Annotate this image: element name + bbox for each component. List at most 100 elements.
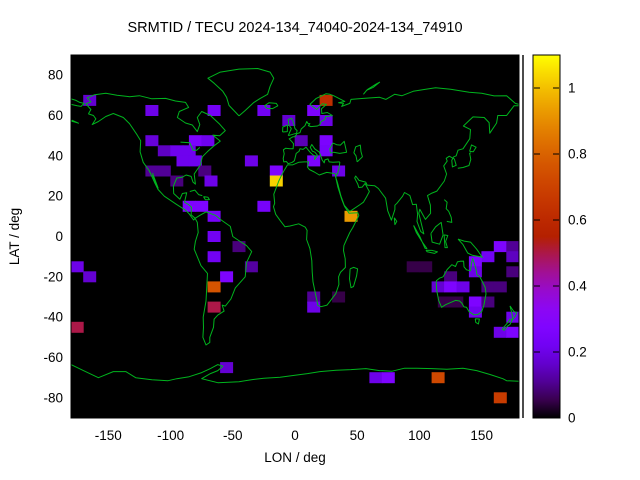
heat-cell	[468, 306, 482, 318]
heat-cell	[319, 115, 333, 126]
heat-cell	[71, 321, 84, 333]
coastline	[71, 364, 519, 384]
heat-cell	[307, 301, 321, 313]
heat-cell	[220, 271, 234, 283]
coastline	[85, 92, 226, 221]
heat-cell	[83, 271, 97, 283]
colorbar-tick-labels: 0 0.2 0.4 0.6 0.8 1	[568, 81, 587, 426]
x-tick-label: -100	[157, 428, 184, 443]
coastline	[443, 199, 453, 223]
coastline	[334, 105, 519, 235]
y-tick-labels: 80 60 40 20 0 -20 -40 -60 -80	[43, 68, 63, 406]
heat-cell	[244, 155, 258, 167]
x-tick-label: -150	[95, 428, 122, 443]
heat-cell	[450, 296, 464, 308]
coastline	[474, 318, 480, 325]
heat-cell	[319, 135, 333, 147]
coastline	[457, 152, 472, 169]
y-tick-label: -40	[43, 310, 63, 325]
coastline	[287, 117, 298, 137]
heat-cell	[307, 105, 321, 116]
coastline	[189, 189, 203, 197]
coastline	[509, 305, 518, 321]
heat-cell	[369, 372, 383, 384]
heat-cell	[294, 135, 308, 147]
coastline	[443, 234, 449, 249]
heat-cell	[493, 281, 507, 293]
heat-cell	[437, 296, 451, 308]
heat-cell	[198, 165, 212, 177]
heat-cell	[182, 145, 196, 157]
heat-cell	[332, 291, 346, 303]
heat-cell	[307, 155, 321, 167]
heat-cell	[220, 362, 234, 374]
coastline	[207, 68, 275, 117]
heat-cell	[307, 291, 321, 303]
y-tick-label: -20	[43, 269, 63, 284]
colorbar-ticks	[534, 87, 559, 419]
heat-cell	[481, 251, 495, 263]
heat-cell	[468, 256, 482, 268]
x-tick-label: 0	[291, 428, 299, 443]
heat-cell	[145, 165, 159, 177]
colorbar-tick-label: 0	[568, 411, 576, 426]
heat-cell	[431, 281, 445, 293]
x-axis-label: LON / deg	[264, 450, 326, 465]
x-tick-labels: -150 -100 -50 0 50 100 150	[95, 428, 493, 443]
coastline	[273, 161, 360, 308]
coastline	[353, 144, 363, 163]
coastline	[282, 124, 288, 133]
heat-cell	[344, 210, 358, 222]
coastline	[435, 258, 487, 316]
heat-cell	[207, 105, 221, 116]
colorbar-tick-label: 0.8	[568, 147, 587, 162]
heat-cell	[406, 261, 420, 273]
heat-cell	[207, 231, 221, 242]
colorbar-tick-label: 0.2	[568, 345, 587, 360]
y-tick-label: 0	[55, 229, 63, 244]
y-tick-label: 20	[48, 189, 63, 204]
coastline	[393, 217, 398, 226]
y-axis-label: LAT / deg	[7, 208, 22, 265]
colorbar-tick-label: 1	[568, 81, 576, 96]
heat-cell	[468, 296, 482, 308]
heat-cell	[506, 251, 519, 263]
coastline	[363, 81, 381, 95]
heat-cell	[204, 175, 218, 187]
heat-cell	[269, 165, 283, 177]
heat-cell	[201, 135, 215, 147]
heat-cell	[319, 94, 333, 106]
y-tick-label: -80	[43, 390, 63, 405]
coastline	[71, 98, 85, 107]
heat-cell	[506, 241, 519, 253]
heat-cell	[145, 105, 159, 116]
heat-cell	[493, 326, 507, 338]
heat-cell	[431, 372, 445, 384]
heat-cell	[468, 266, 482, 278]
heat-cell	[444, 281, 458, 293]
heat-cell	[71, 261, 84, 273]
plot-border	[70, 54, 520, 419]
heat-cell	[232, 241, 246, 253]
coastline	[152, 172, 159, 189]
coastline	[425, 249, 438, 254]
heat-cell	[207, 251, 221, 263]
heat-cell	[182, 200, 196, 212]
coastline	[501, 318, 513, 331]
heat-cell	[207, 281, 221, 293]
heat-cell	[257, 200, 271, 212]
heat-cell	[444, 271, 458, 283]
colorbar	[532, 54, 561, 419]
y-tick-label: 80	[48, 68, 63, 83]
x-tick-label: -50	[223, 428, 243, 443]
y-tick-label: 40	[48, 148, 63, 163]
heat-cell	[188, 135, 202, 147]
heat-cell	[506, 326, 519, 338]
heat-cell	[157, 145, 171, 157]
colorbar-tick-label: 0.4	[568, 279, 587, 294]
coastline	[413, 225, 428, 250]
coastline	[71, 119, 79, 124]
coastline	[180, 141, 201, 151]
